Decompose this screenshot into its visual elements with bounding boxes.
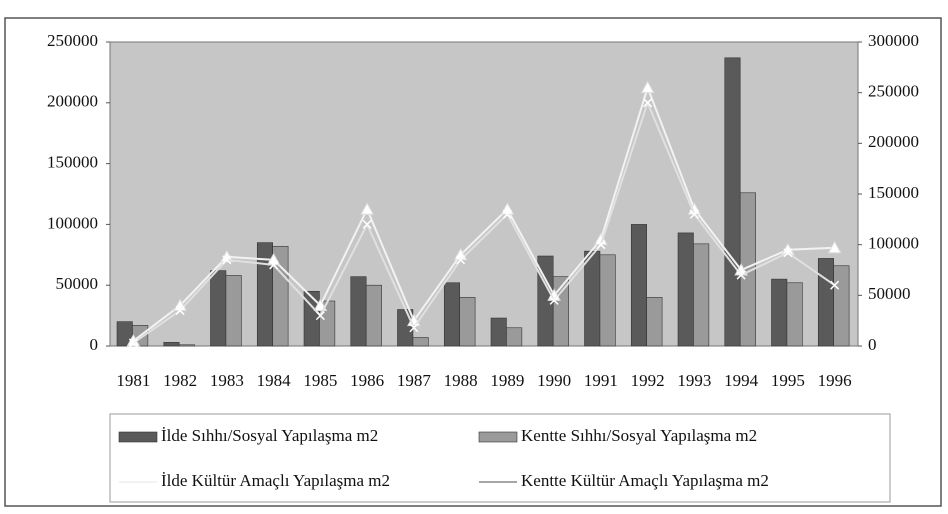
legend-label: Kentte Sıhhı/Sosyal Yapılaşma m2 bbox=[521, 426, 757, 445]
bar bbox=[210, 270, 227, 347]
marker bbox=[640, 80, 655, 94]
legend-label: Kentte Kültür Amaçlı Yapılaşma m2 bbox=[521, 471, 769, 490]
marker bbox=[222, 255, 232, 265]
y2-tick-label: 100000 bbox=[868, 234, 919, 253]
y-tick-label: 0 bbox=[90, 335, 99, 354]
marker bbox=[689, 209, 699, 219]
x-tick-label: 1983 bbox=[210, 371, 244, 390]
bar bbox=[833, 265, 850, 347]
bar bbox=[365, 284, 382, 347]
bar bbox=[412, 337, 429, 347]
bar bbox=[459, 297, 476, 347]
x-tick-label: 1981 bbox=[116, 371, 150, 390]
x-tick-label: 1996 bbox=[818, 371, 852, 390]
bar bbox=[771, 278, 788, 347]
bar bbox=[490, 317, 507, 347]
legend-box bbox=[109, 413, 891, 503]
x-tick-label: 1989 bbox=[490, 371, 524, 390]
marker bbox=[128, 338, 138, 348]
y2-tick-label: 150000 bbox=[868, 183, 919, 202]
line bbox=[132, 84, 835, 342]
legend-label: İlde Sıhhı/Sosyal Yapılaşma m2 bbox=[161, 426, 378, 445]
bar bbox=[584, 250, 601, 347]
y-tick-label: 100000 bbox=[47, 213, 98, 232]
marker bbox=[827, 240, 842, 254]
marker bbox=[502, 209, 512, 219]
y2-tick-label: 300000 bbox=[868, 31, 919, 50]
bar bbox=[599, 254, 616, 347]
x-tick-label: 1982 bbox=[163, 371, 197, 390]
marker bbox=[360, 202, 374, 215]
y2-tick-label: 200000 bbox=[868, 132, 919, 151]
bar bbox=[443, 282, 460, 347]
marker bbox=[830, 280, 840, 290]
marker bbox=[456, 255, 466, 265]
x-tick-label: 1990 bbox=[537, 371, 571, 390]
bar bbox=[786, 282, 803, 347]
marker bbox=[643, 98, 653, 108]
bar bbox=[225, 275, 242, 347]
bar bbox=[817, 258, 834, 347]
frame bbox=[4, 17, 942, 507]
y2-tick-label: 250000 bbox=[868, 82, 919, 101]
bar bbox=[724, 57, 741, 347]
y-tick-label: 250000 bbox=[47, 31, 98, 50]
bar bbox=[630, 224, 647, 347]
marker bbox=[596, 240, 606, 250]
bar bbox=[693, 243, 710, 347]
y-tick-label: 200000 bbox=[47, 92, 98, 111]
bar bbox=[677, 232, 694, 347]
marker bbox=[315, 311, 325, 321]
x-tick-label: 1992 bbox=[631, 371, 665, 390]
legend-swatch bbox=[478, 431, 518, 443]
x-tick-label: 1994 bbox=[724, 371, 759, 390]
marker bbox=[269, 260, 279, 270]
marker bbox=[549, 295, 559, 305]
marker bbox=[409, 323, 419, 333]
bar bbox=[506, 327, 523, 347]
x-tick-label: 1987 bbox=[397, 371, 432, 390]
y2-tick-label: 0 bbox=[868, 335, 877, 354]
x-tick-label: 1984 bbox=[257, 371, 292, 390]
legend-label: İlde Kültür Amaçlı Yapılaşma m2 bbox=[161, 471, 390, 490]
bar bbox=[350, 276, 367, 347]
marker bbox=[736, 270, 746, 280]
x-tick-label: 1995 bbox=[771, 371, 805, 390]
bar bbox=[646, 297, 663, 347]
x-tick-label: 1988 bbox=[444, 371, 478, 390]
y-tick-label: 50000 bbox=[56, 274, 99, 293]
legend-swatch bbox=[118, 431, 158, 443]
y2-tick-label: 50000 bbox=[868, 284, 911, 303]
x-tick-label: 1986 bbox=[350, 371, 384, 390]
bar bbox=[178, 344, 195, 347]
marker bbox=[783, 248, 793, 258]
line bbox=[132, 99, 836, 344]
marker bbox=[362, 219, 372, 229]
marker bbox=[175, 306, 185, 316]
bar bbox=[163, 342, 180, 347]
x-tick-label: 1991 bbox=[584, 371, 618, 390]
x-tick-label: 1985 bbox=[303, 371, 337, 390]
x-tick-label: 1993 bbox=[677, 371, 711, 390]
y-tick-label: 150000 bbox=[47, 153, 98, 172]
